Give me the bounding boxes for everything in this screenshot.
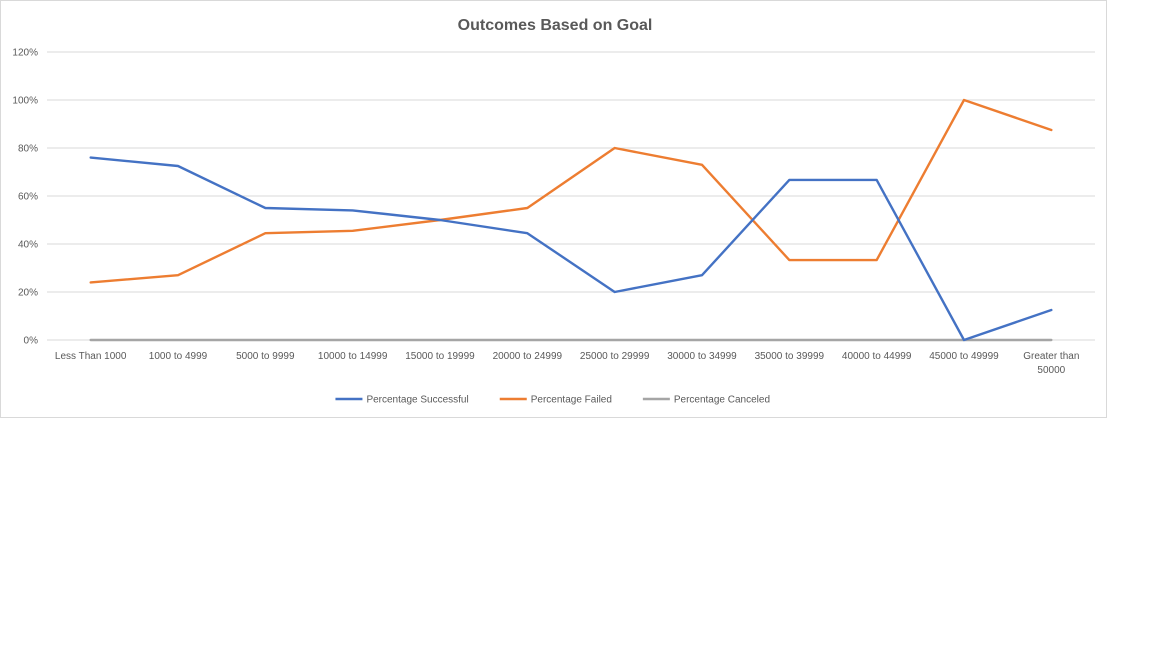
y-tick-label: 100% xyxy=(12,96,38,107)
x-tick-label: 40000 to 44999 xyxy=(842,351,912,362)
x-tick-label: 5000 to 9999 xyxy=(236,351,295,362)
series-line-percentage-successful xyxy=(89,156,1053,342)
x-tick-label: Greater than 50000 xyxy=(1023,351,1079,376)
legend-label: Percentage Failed xyxy=(531,395,612,406)
legend-entry: Percentage Failed xyxy=(499,395,612,406)
y-tick-label: 80% xyxy=(18,144,38,155)
x-tick-label: 15000 to 19999 xyxy=(405,351,475,362)
y-tick-label: 60% xyxy=(18,192,38,203)
legend-label: Percentage Canceled xyxy=(674,395,770,406)
x-tick-label: 30000 to 34999 xyxy=(667,351,737,362)
y-tick-label: 40% xyxy=(18,240,38,251)
y-tick-label: 20% xyxy=(18,288,38,299)
legend-entry: Percentage Successful xyxy=(335,395,469,406)
legend-label: Percentage Successful xyxy=(366,395,468,406)
x-tick-label: 20000 to 24999 xyxy=(493,351,563,362)
line-chart: Outcomes Based on Goal 0% 20% 40% 60% 80% 100… xyxy=(12,17,1095,406)
x-tick-label: 35000 to 39999 xyxy=(755,351,825,362)
x-tick-label: 45000 to 49999 xyxy=(929,351,999,362)
y-tick-label: 0% xyxy=(24,336,39,347)
x-tick-label: 1000 to 4999 xyxy=(149,351,208,362)
legend-entry: Percentage Canceled xyxy=(642,395,770,406)
y-tick-label: 120% xyxy=(12,48,38,59)
x-tick-label: 10000 to 14999 xyxy=(318,351,388,362)
chart-area: Outcomes Based on Goal 0% 20% 40% 60% 80% 100… xyxy=(0,0,1107,418)
series-line-percentage-failed xyxy=(89,98,1053,284)
x-tick-label: Less Than 1000 xyxy=(55,351,127,362)
x-tick-label: 25000 to 29999 xyxy=(580,351,650,362)
chart-title: Outcomes Based on Goal xyxy=(458,17,653,34)
